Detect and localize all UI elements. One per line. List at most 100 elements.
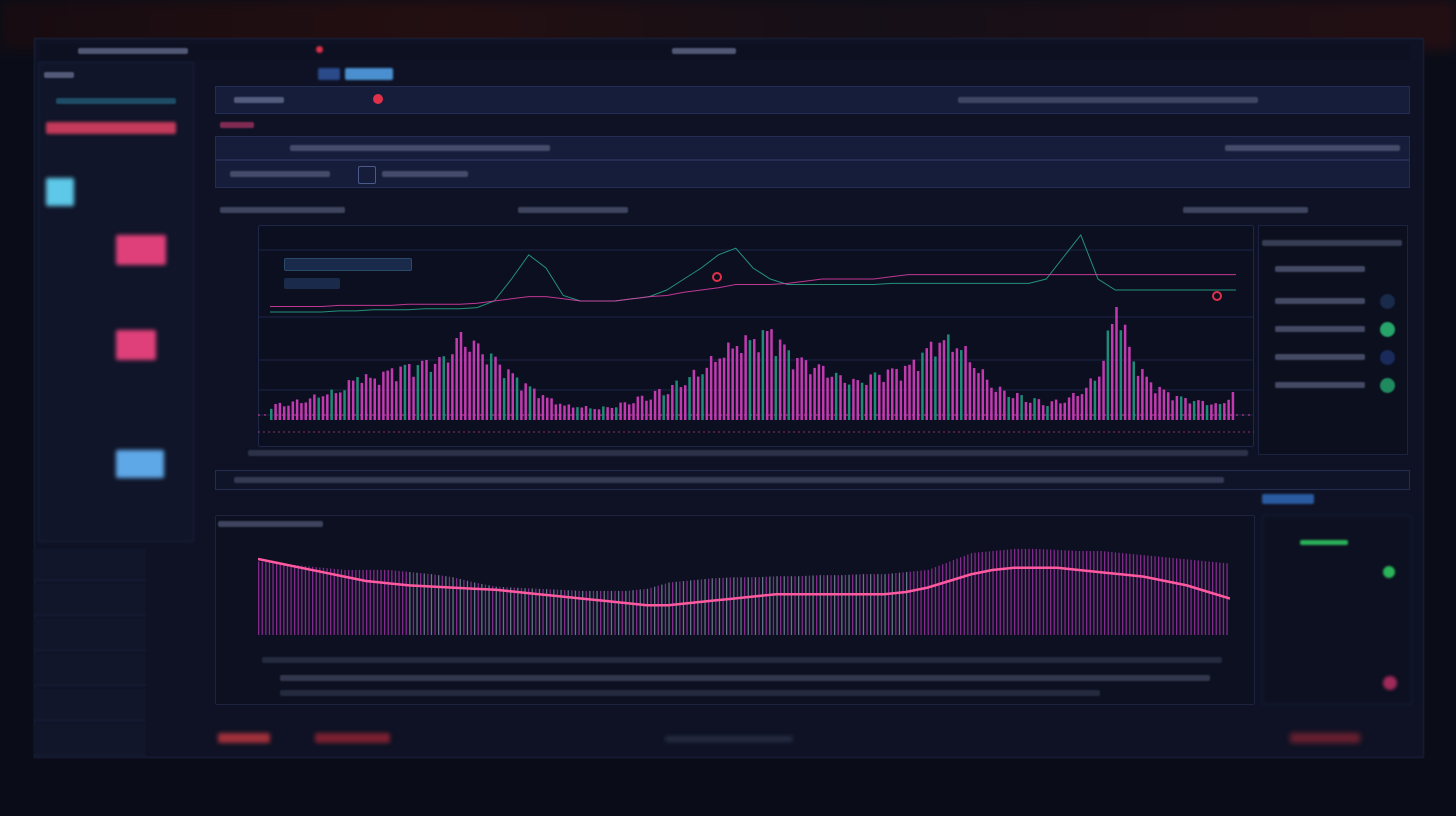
bar xyxy=(865,384,868,420)
volume-bar xyxy=(1118,552,1120,635)
watchlist-row[interactable] xyxy=(1275,266,1365,272)
footer-alert[interactable] xyxy=(315,733,390,743)
bar xyxy=(908,364,911,420)
volume-bar xyxy=(517,587,519,635)
volume-bar xyxy=(1143,555,1145,635)
bar xyxy=(834,372,838,420)
bar xyxy=(520,390,523,420)
main-chart-panel[interactable] xyxy=(258,225,1254,447)
volume-bar xyxy=(772,576,775,635)
filter-bar xyxy=(215,136,1410,160)
filter-items[interactable] xyxy=(290,145,550,151)
bar xyxy=(537,398,540,420)
menu-item[interactable] xyxy=(34,618,146,651)
bar xyxy=(804,360,808,420)
volume-bar xyxy=(621,590,623,635)
menu-item[interactable] xyxy=(34,688,146,721)
tab-button[interactable] xyxy=(318,68,340,80)
sidebar-tab[interactable] xyxy=(56,98,176,104)
volume-bar xyxy=(574,590,577,635)
bar xyxy=(502,378,506,420)
footer-button[interactable] xyxy=(1290,733,1360,743)
volume-bar xyxy=(596,590,598,635)
volume-bar xyxy=(279,563,281,635)
volume-bar xyxy=(726,577,728,635)
volume-bar xyxy=(258,561,260,635)
volume-chart[interactable] xyxy=(258,540,1230,635)
bar xyxy=(722,357,726,420)
volume-bar xyxy=(492,586,494,635)
bar xyxy=(757,352,760,420)
bar xyxy=(1201,400,1204,420)
watchlist-button[interactable] xyxy=(1262,494,1314,504)
watchlist-row[interactable] xyxy=(1275,326,1365,332)
volume-bar xyxy=(1039,549,1041,635)
volume-bar xyxy=(1212,561,1214,635)
bar xyxy=(985,379,989,420)
marker xyxy=(1212,291,1222,301)
checkbox[interactable] xyxy=(358,166,376,184)
volume-bar xyxy=(614,590,616,635)
volume-bar xyxy=(582,590,584,635)
menu-item[interactable] xyxy=(34,723,146,756)
volume-bar xyxy=(805,575,807,635)
watchlist-row[interactable] xyxy=(1275,382,1365,388)
volume-bar xyxy=(1215,562,1217,635)
volume-bar xyxy=(1158,556,1160,635)
status-dot xyxy=(1380,294,1395,309)
bar xyxy=(295,399,299,420)
chart-tooltip-2 xyxy=(284,278,340,289)
sidebar-button[interactable] xyxy=(116,450,164,478)
menu-item[interactable] xyxy=(34,548,146,581)
volume-bar xyxy=(1161,556,1163,635)
menu-item[interactable] xyxy=(34,653,146,686)
volume-bar xyxy=(1125,553,1127,635)
toolbar-controls[interactable] xyxy=(958,97,1258,103)
volume-bar xyxy=(765,576,767,635)
bar xyxy=(968,362,972,420)
tab-button-active[interactable] xyxy=(345,68,393,80)
volume-bar xyxy=(456,578,458,635)
menu-item[interactable] xyxy=(34,583,146,616)
volume-bar xyxy=(301,565,303,635)
bar xyxy=(558,403,562,420)
bar xyxy=(990,387,993,420)
sidebar-widget[interactable] xyxy=(46,178,74,206)
sidebar-badge-2[interactable] xyxy=(116,330,156,360)
volume-bar xyxy=(344,569,346,635)
volume-bar xyxy=(477,583,479,635)
volume-bar xyxy=(672,582,674,635)
bar xyxy=(921,352,924,420)
record-icon[interactable] xyxy=(316,46,323,53)
volume-bar xyxy=(531,588,533,635)
bar xyxy=(364,374,368,420)
bar xyxy=(326,394,329,420)
sidebar-alert[interactable] xyxy=(46,122,176,134)
bar xyxy=(947,334,950,420)
volume-bar xyxy=(618,590,620,635)
volume-bar xyxy=(931,568,933,635)
volume-bar xyxy=(506,587,508,635)
filter-options[interactable] xyxy=(1225,145,1400,151)
bar xyxy=(1003,390,1006,420)
sidebar-badge-1[interactable] xyxy=(116,235,166,265)
main-chart[interactable] xyxy=(258,225,1254,447)
volume-bar xyxy=(538,588,541,635)
bar xyxy=(640,395,644,420)
volume-bar xyxy=(938,565,940,635)
volume-bar xyxy=(1100,551,1102,635)
volume-bar xyxy=(607,590,609,635)
watchlist-row[interactable] xyxy=(1275,354,1365,360)
volume-bar xyxy=(553,589,555,635)
volume-bar xyxy=(888,573,890,635)
footer-tag[interactable] xyxy=(218,733,270,743)
bar xyxy=(1102,360,1105,420)
bar xyxy=(1136,375,1140,420)
bar xyxy=(1046,406,1049,420)
bar xyxy=(839,375,842,420)
watchlist-row[interactable] xyxy=(1275,298,1365,304)
volume-bar xyxy=(448,576,451,635)
volume-bar xyxy=(524,588,526,635)
status-dot xyxy=(1380,378,1395,393)
bar xyxy=(1072,392,1075,420)
